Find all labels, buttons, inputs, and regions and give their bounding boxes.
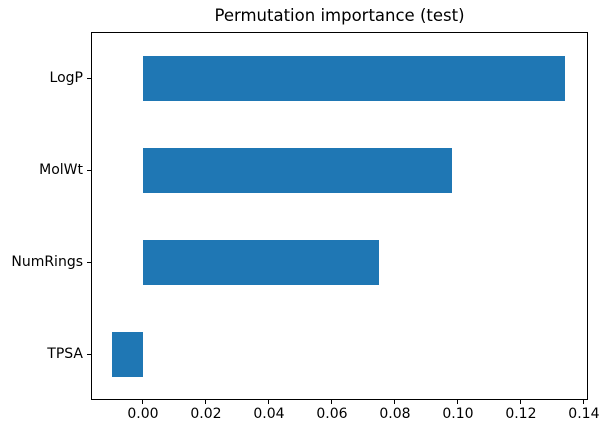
bar-numrings <box>142 239 380 285</box>
y-tick-label: TPSA <box>47 346 83 362</box>
x-tick-label: 0.02 <box>190 406 222 422</box>
x-tick <box>268 400 270 404</box>
x-tick-label: 0.12 <box>505 406 537 422</box>
y-tick-label: NumRings <box>11 254 83 270</box>
y-tick <box>87 77 91 79</box>
x-tick-label: 0.00 <box>127 406 159 422</box>
y-tick <box>87 169 91 171</box>
x-tick <box>205 400 207 404</box>
y-tick-label: LogP <box>49 70 83 86</box>
y-tick <box>87 261 91 263</box>
x-tick-label: 0.14 <box>568 406 600 422</box>
x-tick <box>142 400 144 404</box>
x-tick <box>520 400 522 404</box>
bar-tpsa <box>112 331 143 377</box>
bar-logp <box>142 55 565 101</box>
plot-area <box>91 32 588 400</box>
x-tick <box>457 400 459 404</box>
x-tick-label: 0.04 <box>253 406 285 422</box>
chart-title: Permutation importance (test) <box>214 6 465 25</box>
x-tick <box>331 400 333 404</box>
y-tick <box>87 353 91 355</box>
bar-molwt <box>142 147 452 193</box>
x-tick <box>583 400 585 404</box>
x-tick-label: 0.10 <box>442 406 474 422</box>
x-tick-label: 0.08 <box>379 406 411 422</box>
x-tick <box>394 400 396 404</box>
y-tick-label: MolWt <box>39 162 83 178</box>
x-tick-label: 0.06 <box>316 406 348 422</box>
